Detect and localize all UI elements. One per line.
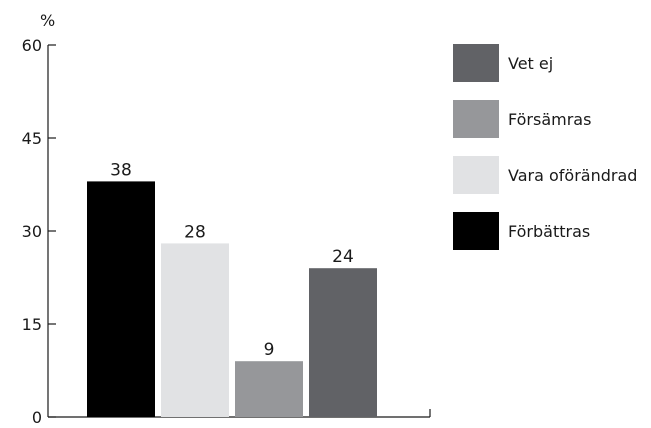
legend-label-forsamras: Försämras — [508, 109, 592, 129]
y-tick-label: 15 — [22, 315, 42, 334]
y-tick-label: 0 — [32, 408, 42, 424]
legend-item-forsamras: Försämras — [453, 100, 591, 138]
bars — [87, 181, 377, 417]
bar — [309, 268, 377, 417]
legend-item-vet-ej: Vet ej — [453, 44, 553, 82]
legend-swatch-forsamras — [453, 100, 499, 138]
legend-item-forbattras: Förbättras — [453, 212, 590, 250]
data-labels: 38 28 9 24 — [110, 160, 354, 360]
y-tick-label: 30 — [22, 222, 42, 241]
y-tick-label: 60 — [22, 36, 42, 55]
legend-label-vara-oforandrad: Vara oförändrad — [508, 165, 638, 185]
bar-value-label: 9 — [264, 340, 275, 360]
y-axis-ticks: 0 15 30 45 60 — [22, 36, 56, 427]
legend-swatch-forbattras — [453, 212, 499, 250]
legend-swatch-vara-oforandrad — [453, 156, 499, 194]
legend-label-forbattras: Förbättras — [508, 221, 591, 241]
bar — [87, 181, 155, 417]
bar-value-label: 24 — [332, 247, 354, 267]
bar-value-label: 38 — [110, 160, 132, 180]
bar-value-label: 28 — [184, 222, 206, 242]
bar — [161, 243, 229, 417]
legend-item-vara-oforandrad: Vara oförändrad — [453, 156, 637, 194]
y-tick-label: 45 — [22, 129, 42, 148]
bar — [235, 361, 303, 417]
legend-label-vet-ej: Vet ej — [508, 53, 554, 73]
legend-swatch-vet-ej — [453, 44, 499, 82]
y-axis-label: % — [40, 11, 55, 30]
